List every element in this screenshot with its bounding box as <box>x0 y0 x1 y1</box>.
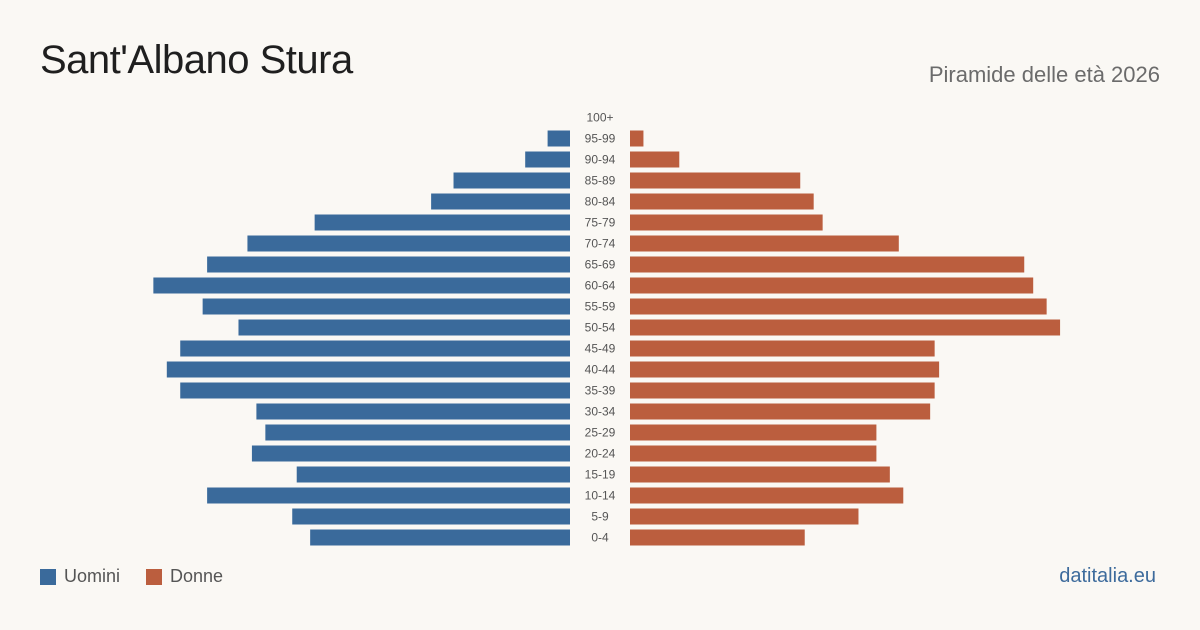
age-label-35-39: 35-39 <box>585 384 616 398</box>
age-label-40-44: 40-44 <box>585 363 616 377</box>
bar-female-15-19 <box>630 466 890 483</box>
legend-label-female: Donne <box>170 566 224 586</box>
bar-male-40-44 <box>166 361 571 378</box>
bar-female-95-99 <box>630 130 644 147</box>
bar-male-80-84 <box>431 193 570 210</box>
bar-male-55-59 <box>202 298 570 315</box>
age-label-25-29: 25-29 <box>585 426 616 440</box>
bar-male-30-34 <box>256 403 570 420</box>
bar-male-60-64 <box>153 277 571 294</box>
legend-item-male: Uomini <box>40 566 120 587</box>
bar-male-65-69 <box>207 256 570 273</box>
bar-male-70-74 <box>247 235 570 252</box>
bar-female-40-44 <box>630 361 940 378</box>
age-label-65-69: 65-69 <box>585 258 616 272</box>
age-label-15-19: 15-19 <box>585 468 616 482</box>
bar-female-20-24 <box>630 445 877 462</box>
bar-male-0-4 <box>310 529 570 546</box>
age-label-95-99: 95-99 <box>585 132 616 146</box>
bar-female-70-74 <box>630 235 899 252</box>
age-label-55-59: 55-59 <box>585 300 616 314</box>
bar-female-55-59 <box>630 298 1047 315</box>
chart-title: Sant'Albano Stura <box>40 38 353 82</box>
bar-female-65-69 <box>630 256 1025 273</box>
bar-male-35-39 <box>180 382 571 399</box>
bar-female-85-89 <box>630 172 801 189</box>
age-label-80-84: 80-84 <box>585 195 616 209</box>
age-label-20-24: 20-24 <box>585 447 616 461</box>
bar-female-80-84 <box>630 193 814 210</box>
age-label-90-94: 90-94 <box>585 153 616 167</box>
legend-swatch-female <box>146 568 163 585</box>
age-label-50-54: 50-54 <box>585 321 616 335</box>
bar-female-0-4 <box>630 529 805 546</box>
legend-label-male: Uomini <box>64 566 121 586</box>
bar-female-60-64 <box>630 277 1034 294</box>
bar-female-5-9 <box>630 508 859 525</box>
bar-male-20-24 <box>251 445 571 462</box>
age-label-0-4: 0-4 <box>591 531 609 545</box>
bar-male-15-19 <box>296 466 570 483</box>
age-label-100plus: 100+ <box>586 111 613 125</box>
bar-male-75-79 <box>314 214 570 231</box>
legend-swatch-male <box>40 568 56 585</box>
bar-male-85-89 <box>453 172 570 189</box>
source-link[interactable]: datitalia.eu <box>1059 565 1156 587</box>
bar-female-75-79 <box>630 214 823 231</box>
age-label-60-64: 60-64 <box>585 279 616 293</box>
bar-male-5-9 <box>292 508 570 525</box>
bar-female-30-34 <box>630 403 931 420</box>
age-label-10-14: 10-14 <box>585 489 616 503</box>
bar-female-10-14 <box>630 487 904 504</box>
age-label-45-49: 45-49 <box>585 342 616 356</box>
bar-male-95-99 <box>547 130 570 147</box>
age-label-85-89: 85-89 <box>585 174 616 188</box>
bar-male-45-49 <box>180 340 571 357</box>
bar-female-90-94 <box>630 151 680 168</box>
bar-female-50-54 <box>630 319 1061 336</box>
age-label-30-34: 30-34 <box>585 405 616 419</box>
bar-female-25-29 <box>630 424 877 441</box>
age-label-75-79: 75-79 <box>585 216 616 230</box>
population-pyramid: 100+ 95-99 90-94 85-89 80-84 75-79 70-74 65-69 6… <box>153 111 1061 546</box>
legend-item-female: Donne <box>146 566 223 587</box>
age-label-70-74: 70-74 <box>585 237 616 251</box>
bar-male-90-94 <box>525 151 570 168</box>
bar-female-45-49 <box>630 340 935 357</box>
legend: Uomini Donne <box>40 566 223 587</box>
bar-male-25-29 <box>265 424 570 441</box>
bar-male-50-54 <box>238 319 571 336</box>
bar-male-10-14 <box>207 487 570 504</box>
age-label-5-9: 5-9 <box>591 510 609 524</box>
chart-subtitle: Piramide delle età 2026 <box>928 62 1160 87</box>
bar-female-35-39 <box>630 382 935 399</box>
